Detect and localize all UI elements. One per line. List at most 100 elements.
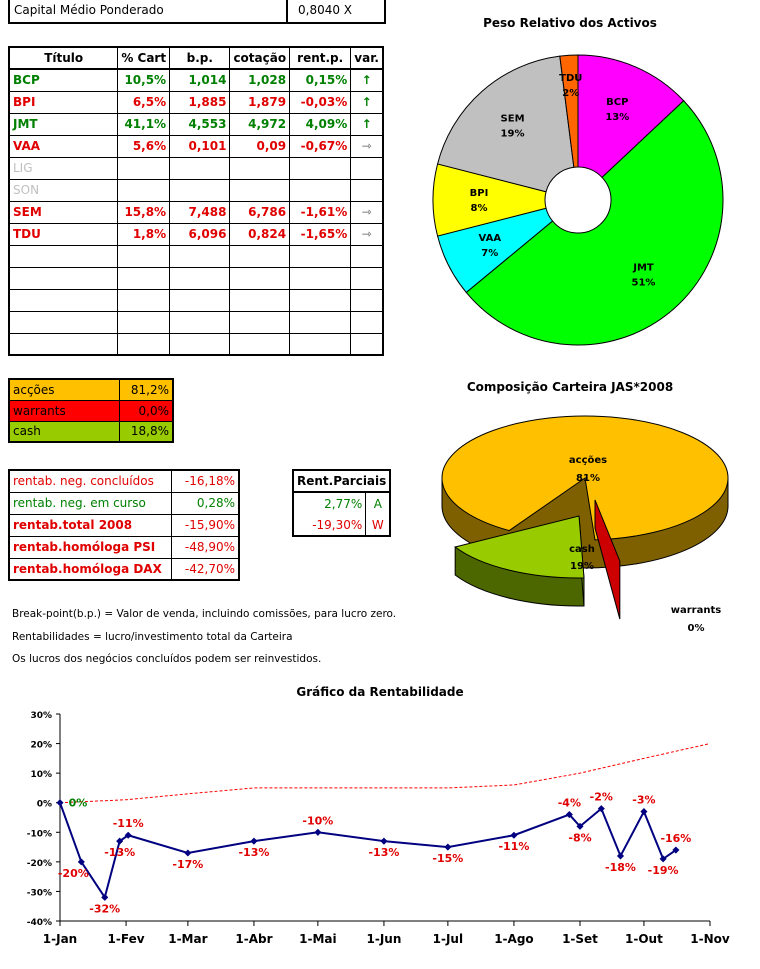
slice-label: JMT xyxy=(632,262,654,273)
table-cell: 1,028 xyxy=(229,68,291,92)
capital-value: 0,8040 X xyxy=(298,3,353,17)
cell-title xyxy=(8,332,119,356)
table-cell xyxy=(229,332,291,356)
table-cell xyxy=(169,156,231,180)
data-label: -3% xyxy=(632,794,655,807)
parciais-value: 2,77% xyxy=(293,492,367,514)
parciais-tag: A xyxy=(373,496,382,511)
data-point xyxy=(640,808,648,816)
data-point xyxy=(314,828,322,836)
cell-title xyxy=(8,244,119,268)
table-cell: -1,61% xyxy=(289,200,352,224)
data-point xyxy=(510,831,518,839)
data-point xyxy=(380,837,388,845)
table-cell: 10,5% xyxy=(117,68,171,92)
data-label: -16% xyxy=(660,832,691,845)
data-point xyxy=(672,846,680,854)
x-tick-label: 1-Out xyxy=(625,932,663,946)
data-point xyxy=(444,843,452,851)
rentab-label: rentab.homóloga PSI xyxy=(9,536,172,559)
data-label: -20% xyxy=(58,867,89,880)
slice-percent: 81% xyxy=(576,473,600,484)
table-cell xyxy=(350,310,384,334)
table-cell: -1,65% xyxy=(289,222,352,246)
y-tick-label: -20% xyxy=(27,859,52,869)
table-cell xyxy=(289,266,352,290)
slice-percent: 8% xyxy=(471,203,488,214)
arrow-up-icon: ↑ xyxy=(350,112,384,136)
table-cell xyxy=(229,156,291,180)
table-row: BPI 6,5% 1,885 1,879 -0,03% ↑ xyxy=(8,90,384,114)
table-row: LIG xyxy=(8,156,384,180)
table-cell xyxy=(117,266,171,290)
y-tick-label: 30% xyxy=(30,711,52,721)
slice-label: BPI xyxy=(470,188,489,199)
slice-percent: 19% xyxy=(570,561,594,572)
cell-title: LIG xyxy=(8,156,119,180)
data-label: -18% xyxy=(605,861,636,874)
slice-sem xyxy=(436,55,575,193)
composition-label: acções xyxy=(9,379,120,401)
table-row: SON xyxy=(8,178,384,202)
data-label: -2% xyxy=(590,791,613,804)
table-cell xyxy=(169,266,231,290)
data-label: -10% xyxy=(302,814,333,827)
composition-table: acções 81,2% warrants 0,0% cash 18,8% xyxy=(8,378,174,443)
slice-tdu xyxy=(559,54,579,168)
table-cell xyxy=(169,178,231,202)
table-row xyxy=(8,332,384,356)
rentab-value: -42,70% xyxy=(171,558,239,581)
col-titulo: Título xyxy=(8,46,119,70)
note-lucros: Os lucros dos negócios concluídos podem … xyxy=(12,653,322,665)
rentab-row: rentab. neg. concluídos -16,18% xyxy=(9,470,239,493)
table-cell xyxy=(350,244,384,268)
table-cell xyxy=(117,288,171,312)
rentab-value: -48,90% xyxy=(171,536,239,559)
arrow-right-icon: ⇾ xyxy=(350,222,384,246)
table-cell xyxy=(289,156,352,180)
table-row xyxy=(8,288,384,312)
x-tick-label: 1-Jun xyxy=(366,932,401,946)
table-cell xyxy=(350,266,384,290)
x-tick-label: 1-Mai xyxy=(299,932,336,946)
table-cell: 6,096 xyxy=(169,222,231,246)
table-cell xyxy=(229,244,291,268)
table-cell xyxy=(169,288,231,312)
x-tick-label: 1-Ago xyxy=(494,932,533,946)
table-cell xyxy=(229,288,291,312)
composition-value: 0,0% xyxy=(119,400,173,422)
data-label: -8% xyxy=(568,831,591,844)
chart-title-composicao: Composição Carteira JAS*2008 xyxy=(466,380,674,394)
table-row: BCP 10,5% 1,014 1,028 0,15% ↑ xyxy=(8,68,384,92)
table-cell xyxy=(169,244,231,268)
table-cell xyxy=(117,332,171,356)
slice-percent: 51% xyxy=(632,277,656,288)
series-line-reference xyxy=(59,743,711,804)
rentab-value: 0,28% xyxy=(171,492,239,515)
y-tick-label: 20% xyxy=(30,741,52,751)
composition-value: 18,8% xyxy=(119,421,173,443)
slice-jmt xyxy=(465,100,724,346)
cell-title xyxy=(8,266,119,290)
note-breakpoint: Break-point(b.p.) = Valor de venda, incl… xyxy=(12,608,397,620)
table-cell xyxy=(289,288,352,312)
col-bp: b.p. xyxy=(169,46,231,70)
col-rent: rent.p. xyxy=(289,46,352,70)
data-point xyxy=(565,811,573,819)
slice-label: VAA xyxy=(479,233,502,244)
slice-percent: 2% xyxy=(562,88,579,99)
data-label: -4% xyxy=(558,797,581,810)
slice-label: acções xyxy=(569,455,607,466)
rentab-label: rentab.homóloga DAX xyxy=(9,558,172,581)
table-cell xyxy=(117,244,171,268)
table-cell: 0,824 xyxy=(229,222,291,246)
cell-title: SEM xyxy=(8,200,119,224)
rentab-table: rentab. neg. concluídos -16,18% rentab. ne… xyxy=(8,469,240,581)
rentab-value: -16,18% xyxy=(171,470,239,493)
composition-label: cash xyxy=(9,421,120,443)
table-cell xyxy=(350,288,384,312)
data-point xyxy=(56,799,64,807)
rentab-label: rentab. neg. em curso xyxy=(9,492,172,515)
composition-value: 81,2% xyxy=(119,379,173,401)
table-cell xyxy=(117,310,171,334)
